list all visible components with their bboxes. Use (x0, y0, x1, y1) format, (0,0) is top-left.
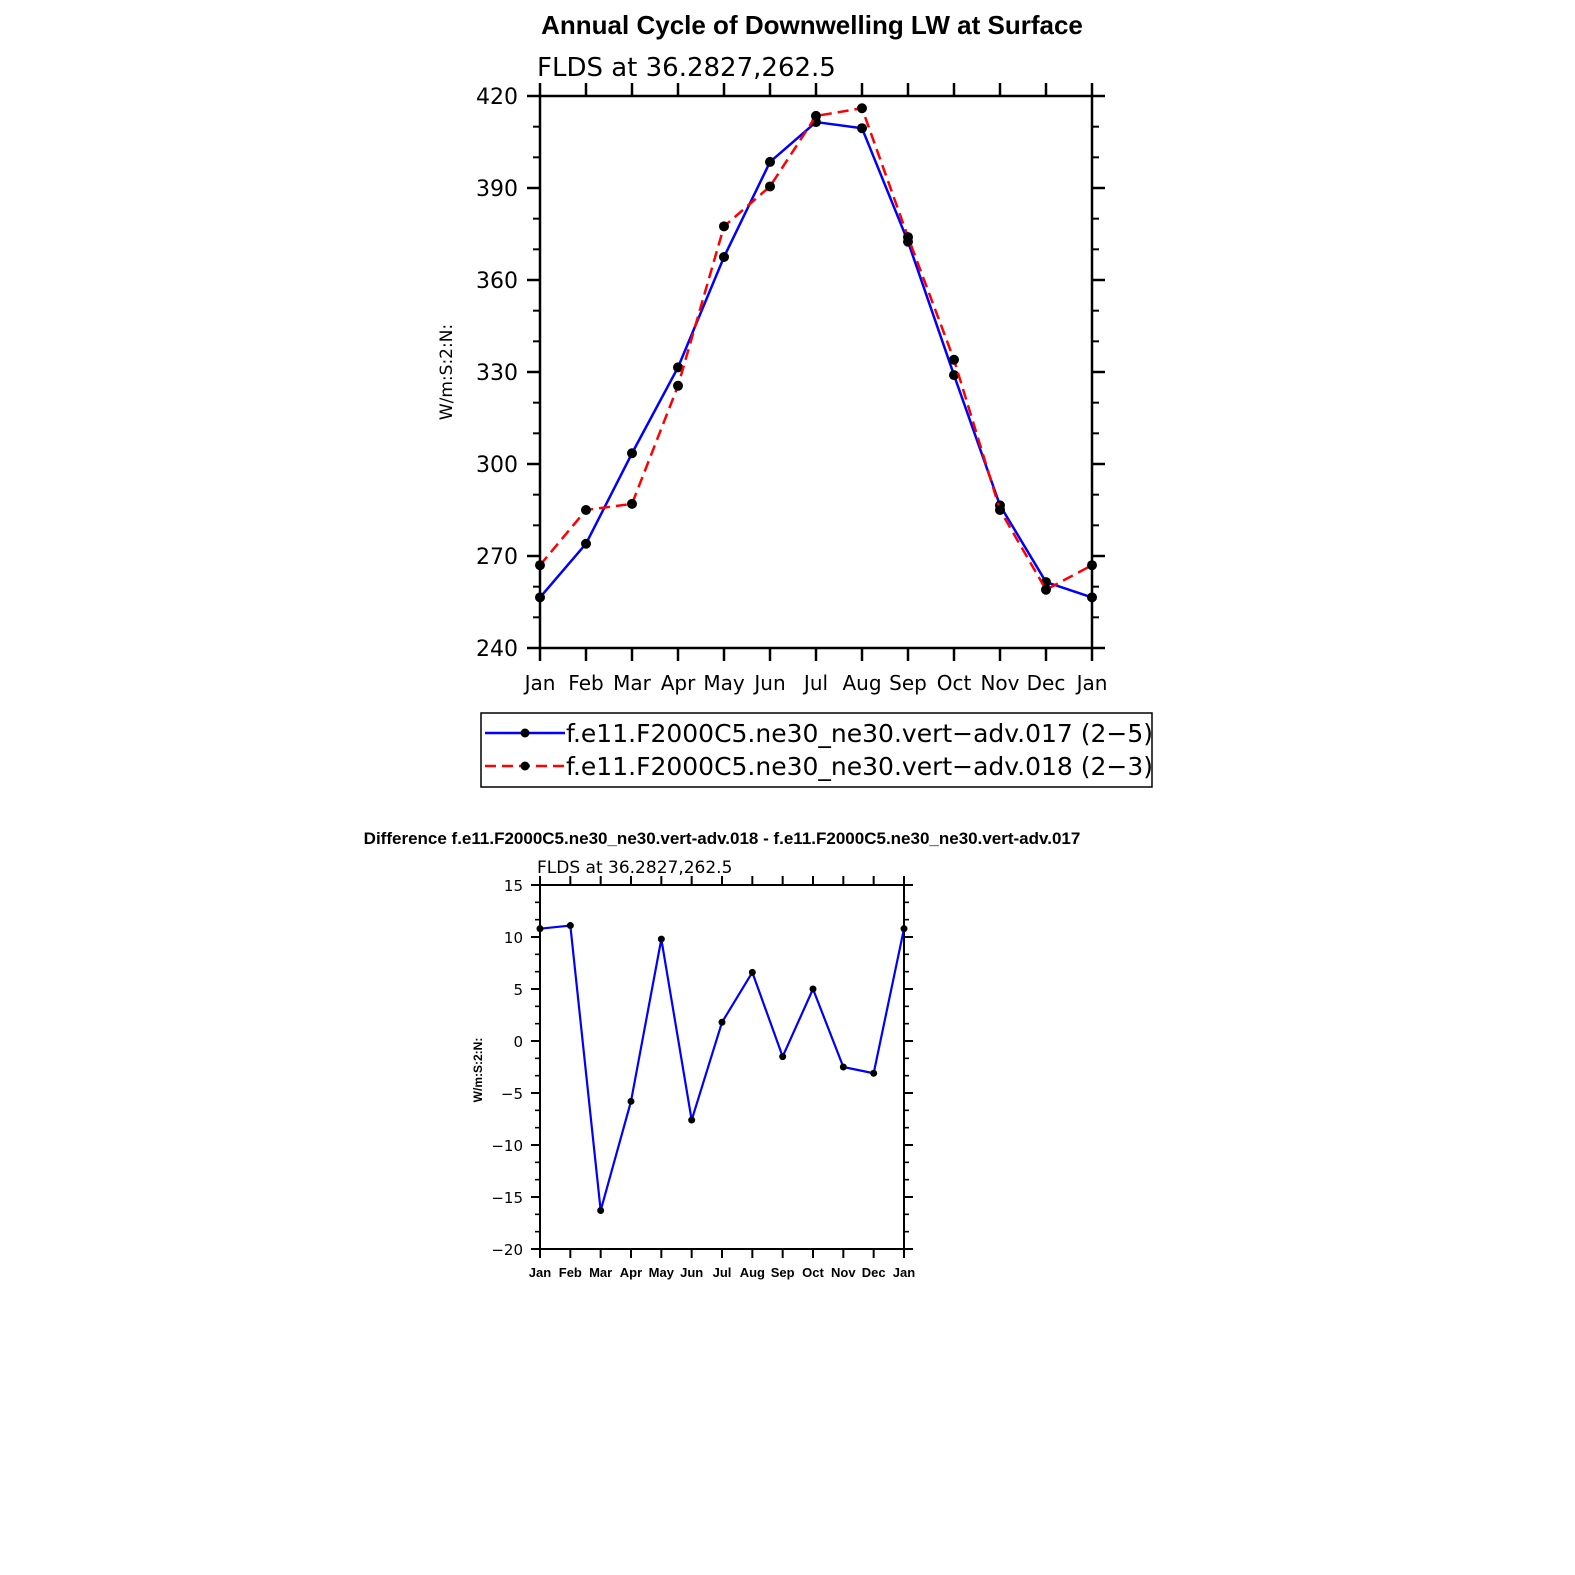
legend-marker-series-017 (520, 728, 530, 738)
main-chart-series (535, 103, 1097, 603)
main-series-1-point (1087, 560, 1097, 571)
main-chart-title: Annual Cycle of Downwelling LW at Surfac… (541, 10, 1083, 40)
diff-chart-y-axis-label: W/m:S:2:N: (471, 1038, 485, 1103)
main-series-0-point (857, 123, 867, 134)
main-series-1-point (857, 103, 867, 114)
main-y-tick-label: 390 (476, 177, 518, 202)
diff-series-0-point (900, 925, 908, 933)
diff-chart-plot-frame (539, 884, 905, 1250)
diff-x-tick-label: Jan (893, 1265, 915, 1280)
diff-x-tick-label: Jun (680, 1265, 703, 1280)
main-x-tick-label: Jun (752, 671, 785, 695)
main-series-0-point (535, 592, 545, 603)
diff-series-0-point (809, 985, 817, 993)
main-series-0-point (673, 362, 683, 373)
main-chart-plot-frame (538, 94, 1094, 650)
main-chart-subtitle: FLDS at 36.2827,262.5 (537, 53, 836, 83)
main-chart-y-axis-label: W/m:S:2:N: (437, 324, 457, 420)
diff-series-0-point (597, 1207, 605, 1215)
main-x-tick-label: Dec (1027, 671, 1066, 695)
legend-label-series-017: f.e11.F2000C5.ne30_ne30.vert−adv.017 (2−… (566, 719, 1153, 748)
main-series-line-1 (539, 107, 1093, 591)
main-series-1-point (673, 380, 683, 391)
main-series-1-point (535, 560, 545, 571)
main-y-tick-label: 300 (476, 453, 518, 478)
main-series-0-point (719, 252, 729, 262)
annual-cycle-chart: Annual Cycle of Downwelling LW at Surfac… (437, 10, 1107, 695)
diff-x-tick-label: Aug (740, 1265, 765, 1280)
diff-y-tick-label: −20 (491, 1241, 523, 1259)
main-x-tick-label: May (703, 671, 745, 695)
diff-y-tick-label: 5 (513, 981, 523, 999)
main-series-0-point (581, 538, 591, 549)
main-series-1-point (811, 110, 821, 121)
main-x-tick-label: Jul (802, 671, 828, 695)
main-x-tick-label: Feb (568, 671, 603, 695)
legend-marker-series-018 (520, 761, 530, 771)
main-x-tick-label: Nov (980, 671, 1019, 695)
diff-x-tick-label: Apr (620, 1265, 642, 1280)
diff-series-0-point (627, 1097, 635, 1105)
main-x-tick-label: Apr (661, 671, 696, 695)
main-series-1-point (627, 498, 637, 509)
diff-chart-ticks: Jan Feb Mar Apr May Jun Jul Aug Sep Oct Nov Dec Jan−… (491, 876, 915, 1280)
main-series-0-point (1087, 592, 1097, 603)
diff-y-tick-label: 10 (504, 929, 523, 947)
diff-y-tick-label: 15 (504, 877, 523, 895)
legend-box (480, 712, 1153, 788)
main-x-tick-label: Aug (842, 671, 881, 695)
main-y-tick-label: 420 (476, 85, 518, 110)
main-series-1-point (949, 354, 959, 365)
diff-series-0-point (536, 925, 544, 933)
main-series-1-point (719, 221, 729, 232)
main-series-1-point (581, 505, 591, 515)
main-series-0-point (949, 370, 959, 381)
diff-series-0-point (657, 935, 665, 943)
diff-y-tick-label: 0 (513, 1033, 523, 1051)
main-chart-ticks: Jan Feb Mar Apr May Jun Jul Aug Sep Oct Nov Dec Jan2… (476, 83, 1107, 695)
diff-x-tick-label: Feb (559, 1265, 582, 1280)
main-series-1-point (903, 232, 913, 243)
diff-series-0-point (779, 1053, 787, 1061)
main-series-1-point (1041, 584, 1051, 595)
main-x-tick-label: Oct (937, 671, 972, 695)
main-series-0-point (765, 156, 775, 167)
diff-series-0-point (839, 1063, 847, 1071)
main-y-tick-label: 330 (476, 361, 518, 386)
diff-chart-series (536, 922, 908, 1215)
diff-x-tick-label: Jan (529, 1265, 551, 1280)
diff-x-tick-label: May (649, 1265, 675, 1280)
diff-x-tick-label: Nov (831, 1265, 856, 1280)
main-series-1-point (995, 505, 1005, 515)
main-series-1-point (765, 181, 775, 192)
difference-chart: Difference f.e11.F2000C5.ne30_ne30.vert-… (364, 829, 1081, 1280)
main-y-tick-label: 270 (476, 545, 518, 570)
main-x-tick-label: Mar (613, 671, 652, 695)
main-x-tick-label: Jan (523, 671, 556, 695)
main-x-tick-label: Sep (889, 671, 927, 695)
main-y-tick-label: 360 (476, 269, 518, 294)
main-series-0-point (627, 448, 637, 459)
diff-series-0-point (870, 1069, 878, 1077)
main-y-tick-label: 240 (476, 637, 518, 662)
diff-x-tick-label: Dec (862, 1265, 886, 1280)
diff-series-0-point (718, 1018, 726, 1026)
diff-series-line-0 (539, 924, 906, 1212)
diff-x-tick-label: Sep (771, 1265, 795, 1280)
diff-y-tick-label: −5 (501, 1085, 523, 1103)
legend-label-series-018: f.e11.F2000C5.ne30_ne30.vert−adv.018 (2−… (566, 752, 1153, 781)
main-chart-legend: f.e11.F2000C5.ne30_ne30.vert−adv.017 (2−… (480, 712, 1153, 788)
diff-y-tick-label: −10 (491, 1137, 523, 1155)
diff-chart-subtitle: FLDS at 36.2827,262.5 (537, 858, 732, 878)
diff-series-0-point (566, 922, 574, 930)
diff-x-tick-label: Oct (802, 1265, 824, 1280)
main-x-tick-label: Jan (1075, 671, 1108, 695)
diff-y-tick-label: −15 (491, 1189, 523, 1207)
diff-series-0-point (748, 968, 756, 976)
diff-x-tick-label: Mar (589, 1265, 612, 1280)
diff-chart-title: Difference f.e11.F2000C5.ne30_ne30.vert-… (364, 829, 1081, 848)
diff-series-0-point (688, 1116, 696, 1124)
diff-x-tick-label: Jul (713, 1265, 732, 1280)
